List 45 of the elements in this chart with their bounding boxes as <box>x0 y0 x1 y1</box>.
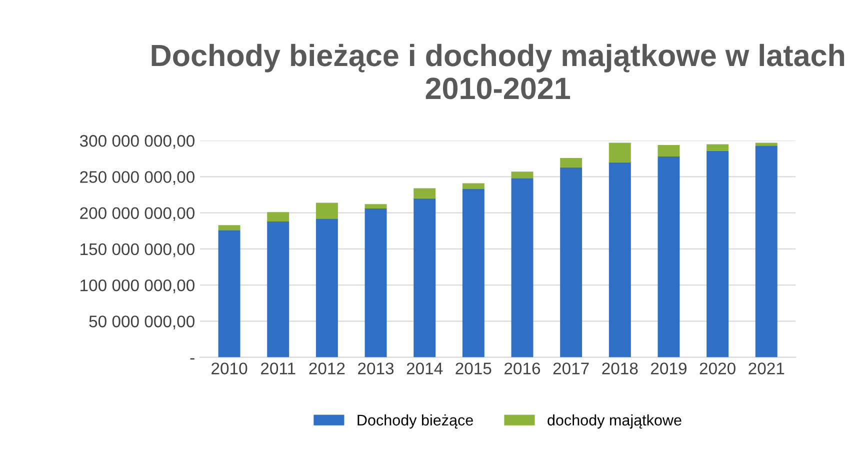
y-tick-label: 150 000 000,00 <box>80 243 194 258</box>
y-tick-label: 300 000 000,00 <box>80 135 194 149</box>
x-tick-label: 2012 <box>309 362 345 374</box>
bar <box>511 178 534 358</box>
bar <box>267 221 290 358</box>
bar <box>560 158 582 168</box>
y-tick-label: 250 000 000,00 <box>80 171 194 185</box>
x-tick-label: 2018 <box>602 362 638 374</box>
x-tick-label: 2013 <box>358 362 394 374</box>
x-tick-label: 2015 <box>456 362 492 374</box>
legend-label: Dochody bieżące <box>358 414 473 429</box>
bar <box>316 202 338 219</box>
bar <box>462 188 484 358</box>
bar <box>658 144 680 156</box>
x-tick-label: 2017 <box>553 362 589 374</box>
bar <box>364 208 387 358</box>
bar <box>414 188 436 198</box>
bar <box>316 218 338 358</box>
x-tick-label: 2014 <box>406 362 443 374</box>
y-tick-label: 200 000 000,00 <box>80 207 194 221</box>
bar <box>608 142 631 162</box>
x-tick-label: 2016 <box>504 362 540 374</box>
bar <box>414 198 436 358</box>
bar <box>267 212 290 222</box>
bar <box>706 144 729 151</box>
bar <box>511 172 534 178</box>
bar <box>218 225 240 230</box>
bar <box>364 204 387 208</box>
y-tick-label: - <box>190 358 194 360</box>
x-tick-label: 2010 <box>212 362 248 374</box>
x-tick-label: 2020 <box>700 362 736 374</box>
bar <box>706 150 729 358</box>
bar <box>608 162 631 358</box>
bar <box>218 230 240 358</box>
y-tick-label: 50 000 000,00 <box>89 316 194 330</box>
legend-label: dochody majątkowe <box>548 414 682 429</box>
y-tick-label: 100 000 000,00 <box>80 279 194 294</box>
x-tick-label: 2021 <box>748 362 784 374</box>
bar <box>658 156 680 358</box>
x-tick-label: 2019 <box>651 362 686 374</box>
bar <box>755 146 778 358</box>
x-tick-label: 2011 <box>261 362 296 374</box>
chart-title: Dochody bieżące i dochody majątkowe w latach 2010-2021 <box>152 44 844 100</box>
bar <box>560 167 582 358</box>
bar <box>462 183 484 189</box>
